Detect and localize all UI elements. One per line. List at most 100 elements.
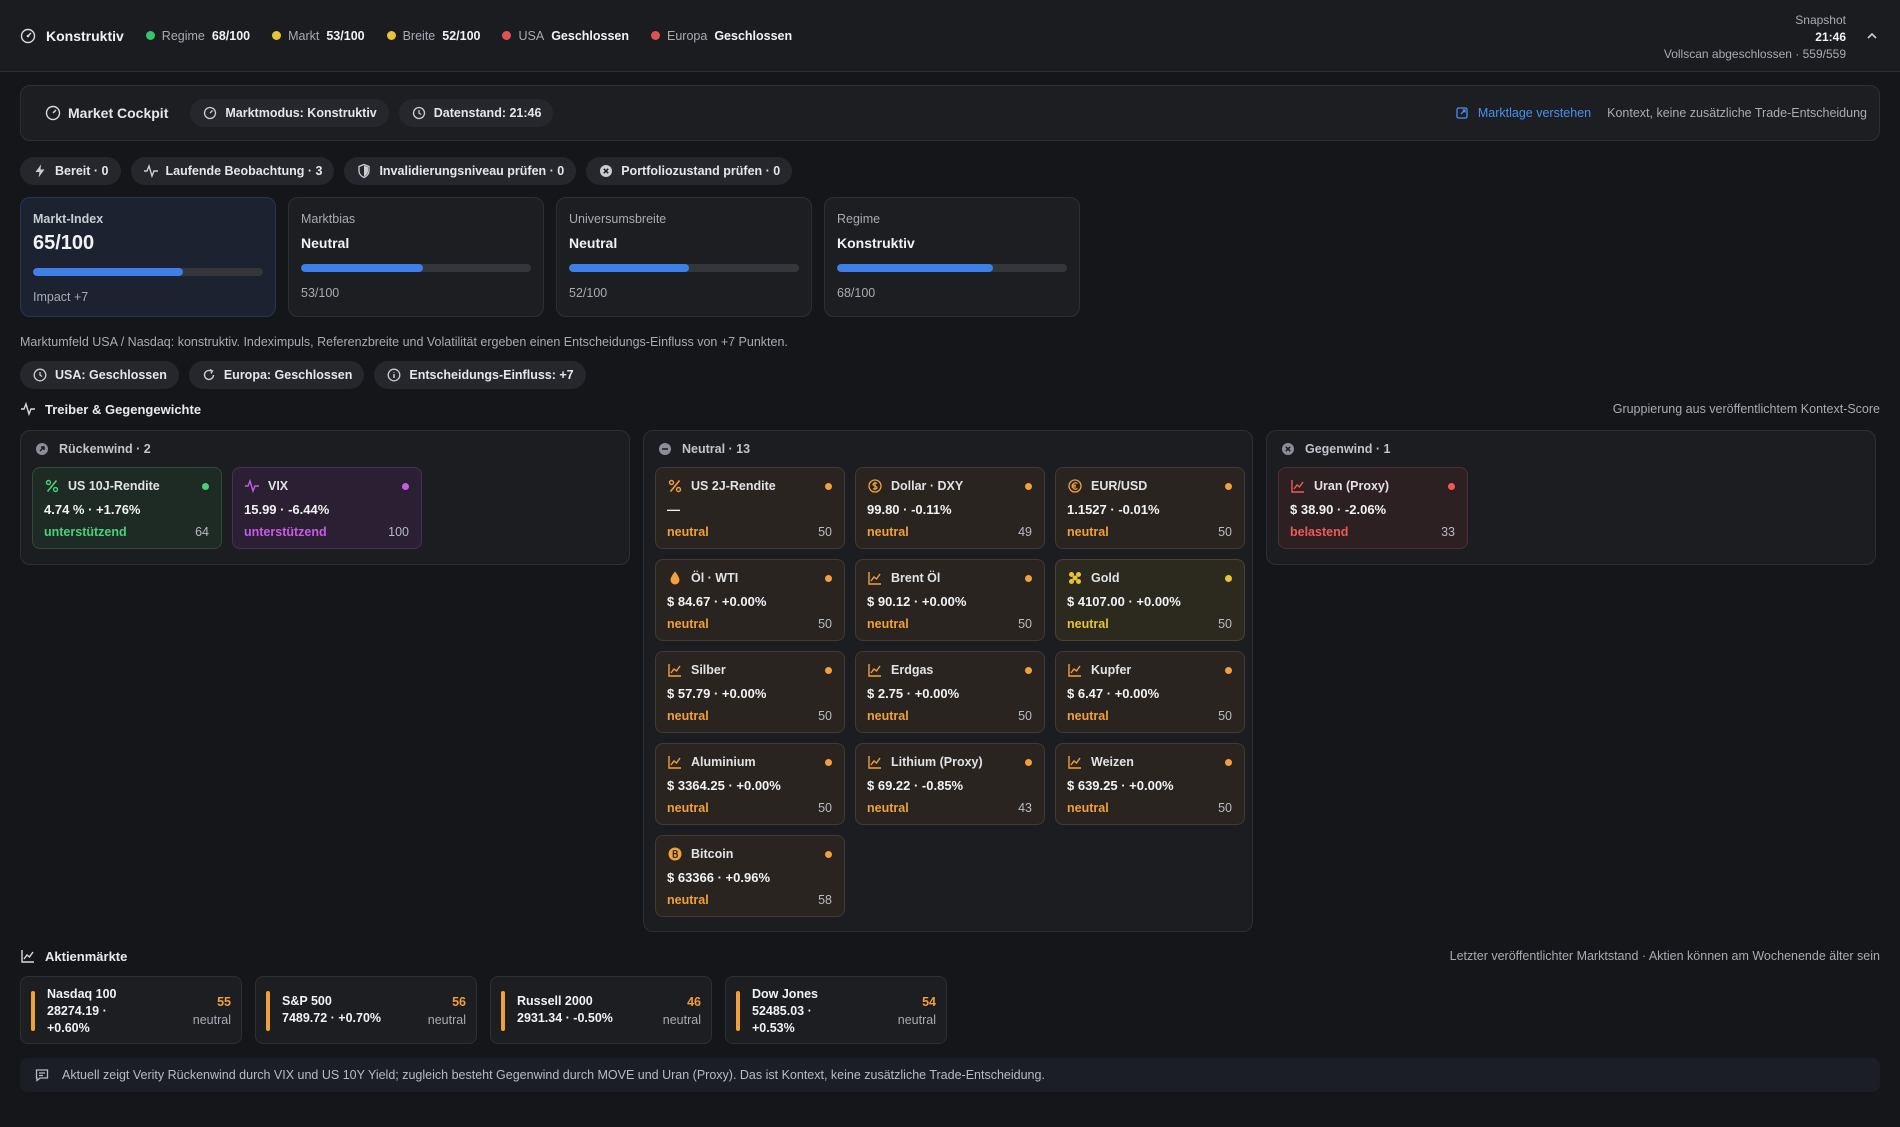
driver-status: neutral xyxy=(1067,709,1109,723)
filter-chips: Bereit · 0 Laufende Beobachtung · 3 Inva… xyxy=(20,157,1880,185)
stock-index-card[interactable]: Dow Jones 52485.03 · +0.53% 54 neutral xyxy=(725,976,947,1044)
clock-icon xyxy=(412,106,425,120)
chevron-up-icon[interactable] xyxy=(1864,28,1880,44)
driver-tile[interactable]: Öl · WTI $ 84.67 · +0.00% neutral 50 xyxy=(655,559,845,641)
stock-index-card[interactable]: Nasdaq 100 28274.19 · +0.60% 55 neutral xyxy=(20,976,242,1044)
chart-line-icon xyxy=(868,572,881,585)
kpi-card-0[interactable]: Markt-Index 65/100 Impact +7 xyxy=(20,197,276,317)
status-dot xyxy=(825,667,832,674)
drivers-title: Treiber & Gegengewichte xyxy=(45,401,202,417)
driver-status: neutral xyxy=(867,709,909,723)
chart-line-icon xyxy=(868,756,881,769)
driver-tile[interactable]: Weizen $ 639.25 · +0.00% neutral 50 xyxy=(1055,743,1245,825)
headwind-title: Gegenwind · 1 xyxy=(1305,442,1391,456)
driver-name: Uran (Proxy) xyxy=(1314,479,1390,493)
market-cockpit-bar: Market Cockpit Marktmodus: Konstruktiv D… xyxy=(20,85,1880,141)
driver-name: Öl · WTI xyxy=(691,571,739,585)
status-badge-1: Europa: Geschlossen xyxy=(188,361,365,389)
top-stat-markt: Markt 53/100 xyxy=(272,29,365,43)
driver-value: $ 63366 · +0.96% xyxy=(667,870,770,885)
driver-tile[interactable]: EUR/USD 1.1527 · -0.01% neutral 50 xyxy=(1055,467,1245,549)
driver-tile[interactable]: US 10J-Rendite 4.74 % · +1.76% unterstüt… xyxy=(32,467,222,549)
kpi-card-2[interactable]: Universumsbreite Neutral 52/100 xyxy=(556,197,812,317)
stock-value: 52485.03 · xyxy=(752,1004,812,1018)
driver-score: 58 xyxy=(818,893,832,907)
status-dot xyxy=(1025,759,1032,766)
gold-icon xyxy=(1069,572,1081,584)
driver-tile[interactable]: Kupfer $ 6.47 · +0.00% neutral 50 xyxy=(1055,651,1245,733)
brand[interactable]: Konstruktiv xyxy=(20,28,124,44)
driver-tile[interactable]: VIX 15.99 · -6.44% unterstützend 100 xyxy=(232,467,422,549)
driver-tile[interactable]: Aluminium $ 3364.25 · +0.00% neutral 50 xyxy=(655,743,845,825)
stock-index-card[interactable]: Russell 2000 2931.34 · -0.50% 46 neutral xyxy=(490,976,712,1044)
stock-accent-bar xyxy=(31,991,35,1031)
kpi-card-1[interactable]: Marktbias Neutral 53/100 xyxy=(288,197,544,317)
filter-chip-1[interactable]: Laufende Beobachtung · 3 xyxy=(130,157,335,185)
filter-chip-0[interactable]: Bereit · 0 xyxy=(20,157,121,185)
driver-status: unterstützend xyxy=(244,525,327,539)
driver-tile[interactable]: Silber $ 57.79 · +0.00% neutral 50 xyxy=(655,651,845,733)
driver-value: $ 69.22 · -0.85% xyxy=(867,778,964,793)
status-dot xyxy=(402,483,409,490)
stock-value: 2931.34 · -0.50% xyxy=(517,1011,613,1025)
kpi-progress-bar xyxy=(837,264,1067,272)
status-dot xyxy=(1025,483,1032,490)
driver-tile[interactable]: Dollar · DXY 99.80 · -0.11% neutral 49 xyxy=(855,467,1045,549)
status-badges: USA: Geschlossen Europa: Geschlossen Ent… xyxy=(20,361,1880,389)
driver-value: 4.74 % · +1.76% xyxy=(44,502,141,517)
status-dot xyxy=(1448,483,1455,490)
driver-tile[interactable]: Gold $ 4107.00 · +0.00% neutral 50 xyxy=(1055,559,1245,641)
kpi-progress-bar xyxy=(33,268,263,276)
driver-score: 50 xyxy=(1018,709,1032,723)
bolt-icon xyxy=(35,164,45,178)
understand-market-label: Marktlage verstehen xyxy=(1477,106,1592,120)
understand-market-link[interactable]: Marktlage verstehen xyxy=(1454,105,1591,121)
driver-status: neutral xyxy=(667,801,709,815)
driver-tile[interactable]: US 2J-Rendite — neutral 50 xyxy=(655,467,845,549)
filter-chip-label: Bereit · 0 xyxy=(55,164,109,178)
kpi-label: Regime xyxy=(837,212,881,226)
driver-name: Lithium (Proxy) xyxy=(891,755,983,769)
driver-value: $ 57.79 · +0.00% xyxy=(667,686,767,701)
euro-icon xyxy=(1068,479,1082,493)
kpi-cards: Markt-Index 65/100 Impact +7 Marktbias N… xyxy=(20,197,1880,317)
refresh-icon xyxy=(203,368,215,381)
driver-value: $ 2.75 · +0.00% xyxy=(867,686,960,701)
driver-value: $ 639.25 · +0.00% xyxy=(1067,778,1174,793)
driver-status: neutral xyxy=(1067,525,1109,539)
filter-chip-3[interactable]: Portfoliozustand prüfen · 0 xyxy=(586,157,793,185)
driver-status: neutral xyxy=(867,617,909,631)
dollar-icon xyxy=(868,479,882,493)
external-link-icon xyxy=(1456,107,1468,119)
kpi-sub: 53/100 xyxy=(301,286,340,300)
shield-icon xyxy=(358,163,371,179)
driver-score: 49 xyxy=(1018,525,1032,539)
kpi-card-3[interactable]: Regime Konstruktiv 68/100 xyxy=(824,197,1080,317)
driver-tile[interactable]: Brent Öl $ 90.12 · +0.00% neutral 50 xyxy=(855,559,1045,641)
stock-index-card[interactable]: S&P 500 7489.72 · +0.70% 56 neutral xyxy=(255,976,477,1044)
driver-status: neutral xyxy=(1067,801,1109,815)
footer-text: Aktuell zeigt Verity Rückenwind durch VI… xyxy=(62,1068,1045,1082)
driver-status: neutral xyxy=(867,801,909,815)
status-dot xyxy=(386,31,396,40)
filter-chip-2[interactable]: Invalidierungsniveau prüfen · 0 xyxy=(344,157,577,185)
top-stat-label: Breite xyxy=(402,28,436,43)
neutral-title: Neutral · 13 xyxy=(682,442,751,456)
status-dot xyxy=(145,31,155,40)
driver-score: 50 xyxy=(1018,617,1032,631)
driver-status: neutral xyxy=(667,525,709,539)
driver-score: 33 xyxy=(1441,525,1455,539)
driver-tile[interactable]: Lithium (Proxy) $ 69.22 · -0.85% neutral… xyxy=(855,743,1045,825)
status-dot xyxy=(1225,575,1232,582)
driver-tile[interactable]: Erdgas $ 2.75 · +0.00% neutral 50 xyxy=(855,651,1045,733)
cockpit-title-label: Market Cockpit xyxy=(68,105,169,121)
status-dot xyxy=(1225,759,1232,766)
arrow-circle-icon xyxy=(36,443,48,455)
stocks-title: Aktienmärkte xyxy=(45,948,128,964)
driver-value: $ 3364.25 · +0.00% xyxy=(667,778,781,793)
driver-tile[interactable]: Uran (Proxy) $ 38.90 · -2.06% belastend … xyxy=(1278,467,1468,549)
driver-tile[interactable]: Bitcoin $ 63366 · +0.96% neutral 58 xyxy=(655,835,845,917)
driver-groups: Rückenwind · 2 US 10J-Rendite 4.74 % · +… xyxy=(20,430,1880,932)
stock-index-cards: Nasdaq 100 28274.19 · +0.60% 55 neutral … xyxy=(20,976,1880,1044)
kpi-progress-bar xyxy=(569,264,799,272)
